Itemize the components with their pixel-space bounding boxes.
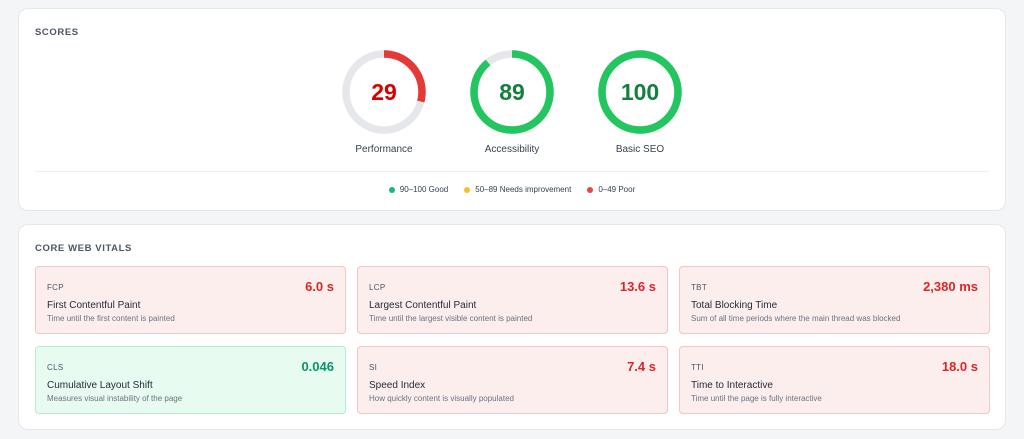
metric-card-tti: TTI 18.0 s Time to Interactive Time unti…: [679, 346, 990, 414]
metric-abbr: SI: [369, 363, 378, 372]
legend-label: 0–49 Poor: [598, 185, 636, 194]
gauge-label: Performance: [355, 144, 413, 155]
divider: [35, 171, 989, 172]
metric-description: Time until the largest visible content i…: [369, 314, 533, 323]
legend-label: 90–100 Good: [399, 185, 449, 194]
legend-dot-needs-improvement: [464, 186, 471, 193]
gauge-arc: [342, 50, 426, 134]
metric-description: Time until the first content is painted: [47, 314, 175, 323]
legend-item-poor: 0–49 Poor: [587, 185, 635, 194]
metric-value: 7.4 s: [627, 359, 656, 374]
gauge-value: 29: [371, 78, 397, 105]
gauge-ring-chart: [470, 50, 554, 134]
metric-abbr: TBT: [691, 283, 708, 292]
metric-abbr: TTI: [691, 363, 704, 372]
metric-value: 2,380 ms: [923, 279, 978, 294]
metric-value: 13.6 s: [619, 279, 656, 294]
gauge-arc: [598, 50, 682, 134]
gauge-arc: [470, 50, 554, 134]
gauge-accessibility: 89 Accessibility: [469, 49, 555, 155]
gauge-value: 100: [620, 78, 660, 105]
metric-abbr: LCP: [369, 283, 386, 292]
metric-name: Largest Contentful Paint: [369, 300, 477, 311]
gauge-ring-chart: [342, 50, 426, 134]
legend-dot-poor: [587, 186, 594, 193]
gauge-ring-chart: [598, 50, 682, 134]
metrics-grid: FCP 6.0 s First Contentful Paint Time un…: [35, 266, 990, 414]
metric-name: Cumulative Layout Shift: [47, 380, 153, 391]
vitals-title: CORE WEB VITALS: [35, 243, 132, 254]
gauge-performance: 29 Performance: [341, 49, 427, 155]
metric-abbr: FCP: [47, 283, 64, 292]
gauge-basic-seo: 100 Basic SEO: [597, 49, 683, 155]
gauge-label: Basic SEO: [615, 144, 665, 155]
score-gauges: 29 Performance 89 Accessibility 100: [19, 49, 1005, 155]
metric-description: Time until the page is fully interactive: [691, 394, 822, 403]
gauge-ring: 100: [597, 49, 683, 135]
metric-name: Speed Index: [369, 380, 426, 391]
gauge-ring: 29: [341, 49, 427, 135]
metric-abbr: CLS: [47, 363, 64, 372]
scores-card: SCORES 29 Performance 89 Accessibility: [18, 8, 1006, 211]
score-legend: 90–100 Good 50–89 Needs improvement 0–49…: [19, 185, 1005, 194]
metric-card-si: SI 7.4 s Speed Index How quickly content…: [357, 346, 668, 414]
legend-label: 50–89 Needs improvement: [475, 185, 572, 194]
legend-item-good: 90–100 Good: [388, 185, 449, 194]
metric-name: Total Blocking Time: [691, 300, 778, 311]
legend-item-needs-improvement: 50–89 Needs improvement: [464, 185, 571, 194]
gauge-ring: 89: [469, 49, 555, 135]
metric-value: 6.0 s: [305, 279, 334, 294]
metric-card-lcp: LCP 13.6 s Largest Contentful Paint Time…: [357, 266, 668, 334]
metric-card-fcp: FCP 6.0 s First Contentful Paint Time un…: [35, 266, 346, 334]
core-web-vitals-card: CORE WEB VITALS FCP 6.0 s First Contentf…: [18, 224, 1006, 430]
metric-name: First Contentful Paint: [47, 300, 141, 311]
metric-value: 0.046: [301, 359, 334, 374]
legend-dot-good: [388, 186, 395, 193]
metric-card-tbt: TBT 2,380 ms Total Blocking Time Sum of …: [679, 266, 990, 334]
metric-card-cls: CLS 0.046 Cumulative Layout Shift Measur…: [35, 346, 346, 414]
gauge-label: Accessibility: [484, 144, 540, 155]
metric-description: Measures visual instability of the page: [47, 394, 183, 403]
metric-name: Time to Interactive: [691, 380, 773, 391]
metric-value: 18.0 s: [941, 359, 978, 374]
metric-description: Sum of all time periods where the main t…: [691, 314, 901, 323]
scores-title: SCORES: [35, 27, 79, 38]
gauge-value: 89: [499, 78, 525, 105]
metric-description: How quickly content is visually populate…: [369, 394, 514, 403]
